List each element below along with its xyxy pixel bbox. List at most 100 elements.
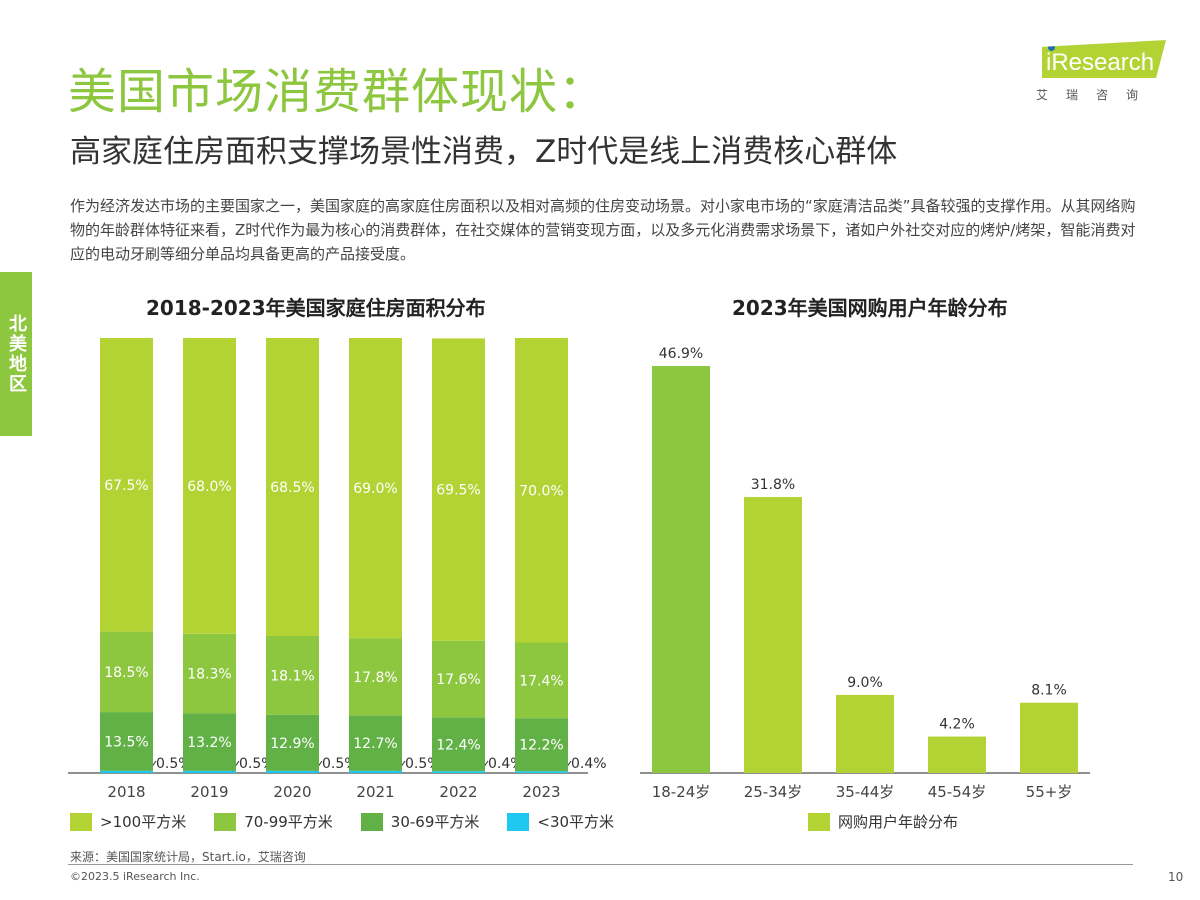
- legend-swatch: [70, 812, 92, 831]
- page-number: 10: [1168, 870, 1184, 884]
- data-label: 12.2%: [519, 738, 563, 754]
- bar-segment: [183, 338, 236, 634]
- bar-segment: [515, 338, 568, 643]
- data-label: 46.9%: [659, 346, 703, 362]
- bar-segment: [432, 640, 485, 718]
- bar-segment: [183, 713, 236, 771]
- source-note: 来源：美国国家统计局，Start.io，艾瑞咨询: [70, 850, 306, 864]
- data-label: 67.5%: [104, 478, 148, 494]
- x-tick-label: 2022: [439, 783, 477, 801]
- bar: [1020, 702, 1078, 773]
- legend-label: 网购用户年龄分布: [838, 813, 959, 831]
- data-label: 18.5%: [104, 665, 148, 681]
- bar-segment: [183, 770, 236, 773]
- bar-segment: [349, 770, 402, 773]
- data-label: 13.5%: [104, 734, 148, 750]
- data-label: 13.2%: [187, 735, 231, 751]
- data-label: 68.0%: [187, 479, 231, 495]
- legend-item: >100平方米: [70, 811, 186, 832]
- data-label: 12.4%: [436, 737, 480, 753]
- chart1-title: 2018-2023年美国家庭住房面积分布: [146, 296, 486, 320]
- footer-divider: [68, 864, 1133, 865]
- data-label: 0.4%: [488, 756, 524, 772]
- bar-segment: [100, 770, 153, 773]
- region-tab: 北美地区: [0, 272, 32, 436]
- bar-segment: [266, 714, 319, 771]
- bar-segment: [100, 631, 153, 713]
- legend-label: 70-99平方米: [244, 813, 333, 831]
- bar-segment: [515, 642, 568, 719]
- bar-segment: [266, 770, 319, 773]
- data-label: 8.1%: [1031, 683, 1067, 699]
- chart1-legend: >100平方米 70-99平方米 30-69平方米 <30平方米: [70, 811, 614, 832]
- data-label: 17.4%: [519, 673, 563, 689]
- chart2-legend: 网购用户年龄分布: [808, 811, 958, 832]
- logo-text: iResearch: [1046, 49, 1155, 76]
- x-tick-label: 2023: [522, 783, 560, 801]
- bar-segment: [349, 715, 402, 771]
- data-label: 12.9%: [270, 736, 314, 752]
- data-label: 18.1%: [270, 668, 314, 684]
- bar: [744, 497, 802, 773]
- legend-swatch: [808, 812, 830, 831]
- bar-segment: [266, 338, 319, 636]
- data-label: 0.5%: [156, 756, 192, 772]
- data-label: 68.5%: [270, 480, 314, 496]
- legend-item: 30-69平方米: [360, 811, 480, 832]
- x-tick-label: 18-24岁: [652, 783, 711, 801]
- chart2-title: 2023年美国网购用户年龄分布: [732, 296, 1008, 320]
- data-label: 69.5%: [436, 483, 480, 499]
- x-tick-label: 2020: [273, 783, 311, 801]
- summary-text: 作为经济发达市场的主要国家之一，美国家庭的高家庭住房面积以及相对高频的住房变动场…: [70, 197, 1136, 263]
- logo-cn: 艾瑞咨询: [1036, 88, 1157, 102]
- legend-item: 70-99平方米: [214, 811, 333, 832]
- bar: [928, 736, 986, 773]
- data-label: 0.5%: [322, 756, 358, 772]
- x-tick-label: 2019: [190, 783, 228, 801]
- copyright: ©2023.5 iResearch Inc.: [70, 870, 200, 883]
- x-tick-label: 2018: [107, 783, 145, 801]
- legend-swatch: [360, 812, 383, 831]
- data-label: 69.0%: [353, 481, 397, 497]
- bar-segment: [515, 718, 568, 772]
- bar-segment: [432, 338, 485, 641]
- legend-swatch: [214, 812, 237, 831]
- data-label: 4.2%: [939, 717, 975, 733]
- data-label: 31.8%: [751, 477, 795, 493]
- bar-segment: [515, 771, 568, 773]
- bar: [836, 694, 894, 773]
- x-tick-label: 45-54岁: [928, 783, 987, 801]
- bar-segment: [432, 771, 485, 773]
- bar-segment: [349, 338, 402, 639]
- bar-segment: [183, 633, 236, 714]
- x-tick-label: 35-44岁: [836, 783, 895, 801]
- data-label: 0.5%: [239, 756, 275, 772]
- data-label: 0.4%: [571, 756, 607, 772]
- page-title: 美国市场消费群体现状：: [68, 64, 608, 120]
- legend-label: <30平方米: [537, 813, 615, 831]
- x-tick-label: 55+岁: [1026, 783, 1073, 801]
- legend-item: <30平方米: [507, 811, 614, 832]
- data-label: 70.0%: [519, 483, 563, 499]
- page-subtitle: 高家庭住房面积支撑场景性消费，Z时代是线上消费核心群体: [70, 134, 898, 170]
- data-label: 17.6%: [436, 672, 480, 688]
- legend-swatch: [507, 812, 530, 831]
- data-label: 0.5%: [405, 756, 441, 772]
- legend-label: >100平方米: [100, 813, 187, 831]
- legend-item: 网购用户年龄分布: [808, 811, 958, 832]
- x-tick-label: 2021: [356, 783, 394, 801]
- bar-segment: [100, 338, 153, 632]
- bar-segment: [266, 635, 319, 715]
- iresearch-logo: iResearch 艾瑞咨询: [1030, 38, 1170, 108]
- bar-segment: [432, 717, 485, 772]
- legend-label: 30-69平方米: [390, 813, 480, 831]
- data-label: 18.3%: [187, 667, 231, 683]
- bar: [652, 366, 710, 773]
- bar-segment: [349, 638, 402, 716]
- data-label: 17.8%: [353, 670, 397, 686]
- x-tick-label: 25-34岁: [744, 783, 803, 801]
- data-label: 12.7%: [353, 736, 397, 752]
- bar-segment: [100, 712, 153, 771]
- data-label: 9.0%: [847, 675, 883, 691]
